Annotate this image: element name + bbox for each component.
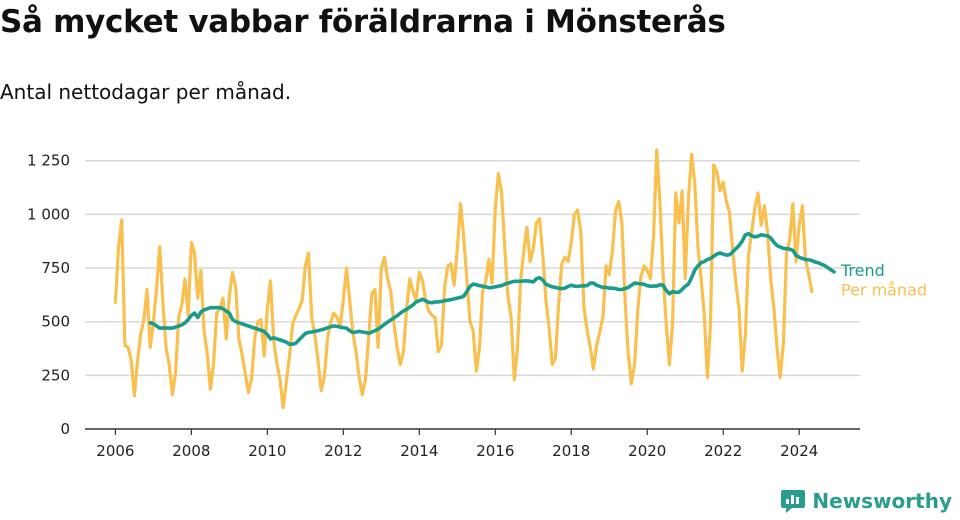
legend-label-trend: Trend: [840, 261, 885, 280]
x-tick-label: 2008: [172, 442, 210, 460]
y-axis: 0 250 500 750 1 000 1 250: [27, 152, 70, 438]
x-tick-label: 2018: [552, 442, 590, 460]
x-tick-label: 2012: [324, 442, 362, 460]
x-tick-label: 2016: [476, 442, 514, 460]
x-tick-label: 2010: [248, 442, 286, 460]
y-tick-label: 250: [41, 366, 70, 384]
brand-name: Newsworthy: [812, 489, 952, 513]
newsworthy-logo-icon: [781, 490, 806, 513]
trend-series-line: [148, 231, 836, 346]
y-tick-label: 1 250: [27, 152, 70, 170]
newsworthy-brand: Newsworthy: [780, 488, 952, 514]
y-tick-label: 1 000: [27, 205, 70, 223]
x-tick-label: 2020: [628, 442, 666, 460]
x-tick-label: 2014: [400, 442, 438, 460]
legend-label-per-manad: Per månad: [841, 281, 927, 300]
y-tick-label: 500: [41, 313, 70, 331]
monthly-series-line: [113, 148, 814, 410]
chart-subtitle: Antal nettodagar per månad.: [0, 80, 292, 104]
series-lines: [113, 148, 836, 410]
y-tick-label: 0: [60, 420, 70, 438]
x-tick-label: 2022: [704, 442, 742, 460]
x-tick-label: 2006: [96, 442, 134, 460]
chart-title: Så mycket vabbar föräldrarna i Mönsterås: [0, 4, 726, 40]
y-tick-label: 750: [41, 259, 70, 277]
x-tick-label: 2024: [780, 442, 818, 460]
x-axis: 2006 2008 2010 2012 2014 2016 2018 2020 2022 2024: [85, 428, 860, 460]
